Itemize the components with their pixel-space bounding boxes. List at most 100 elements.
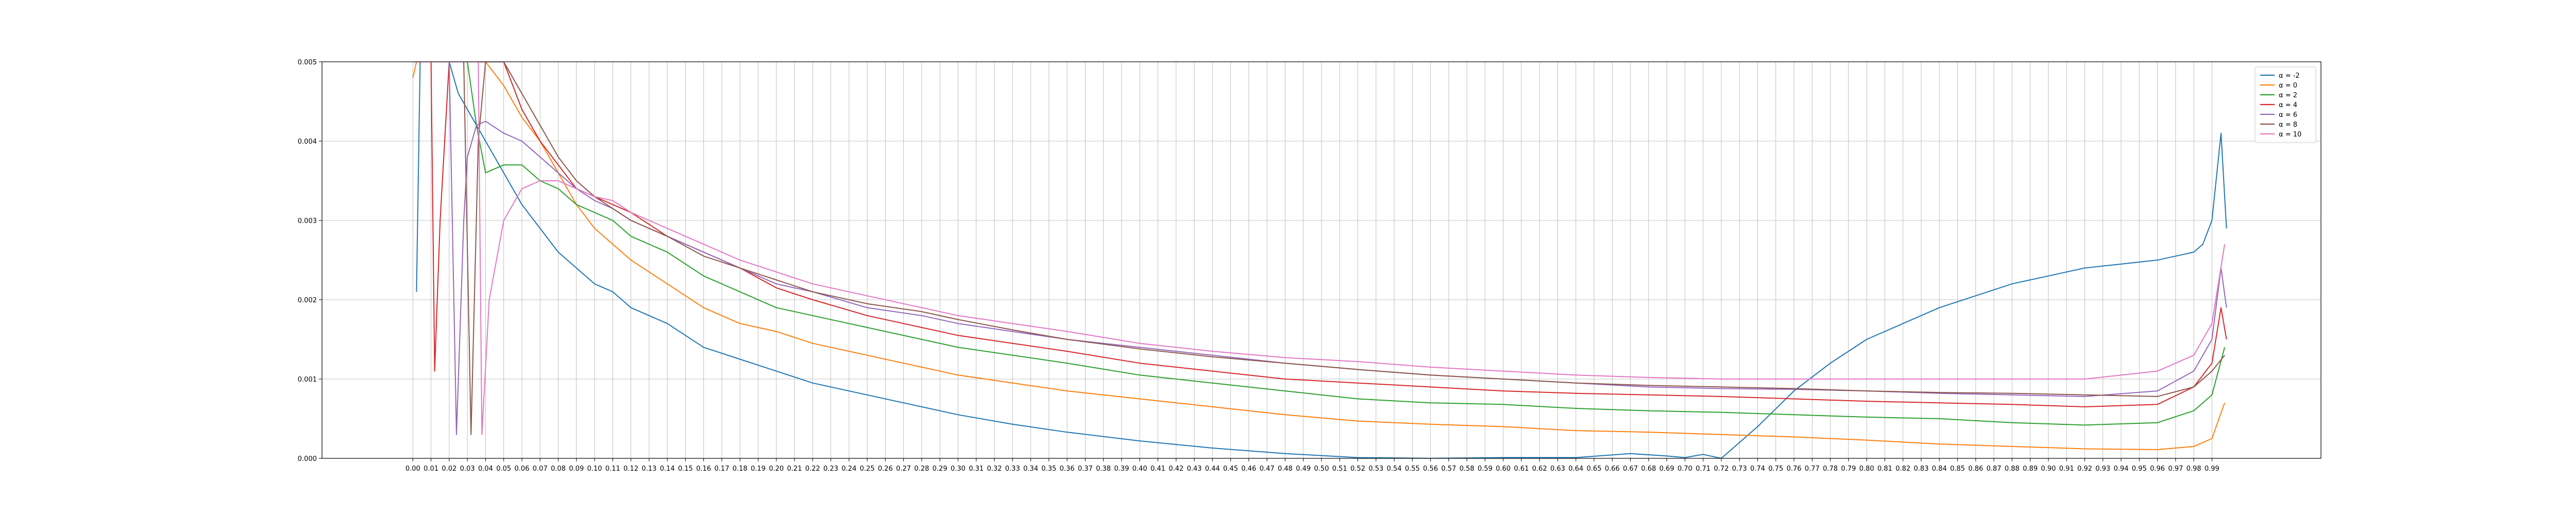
x-tick-label: 0.10 — [587, 465, 602, 473]
x-tick-label: 0.20 — [769, 465, 784, 473]
x-tick-label: 0.46 — [1241, 465, 1256, 473]
x-tick-label: 0.75 — [1768, 465, 1783, 473]
x-tick-label: 0.56 — [1423, 465, 1438, 473]
x-tick-label: 0.84 — [1932, 465, 1947, 473]
x-tick-label: 0.31 — [969, 465, 984, 473]
x-tick-label: 0.51 — [1332, 465, 1347, 473]
x-tick-label: 0.07 — [533, 465, 548, 473]
x-tick-label: 0.95 — [2132, 465, 2147, 473]
x-tick-label: 0.70 — [1677, 465, 1692, 473]
x-tick-label: 0.76 — [1787, 465, 1802, 473]
x-tick-label: 0.97 — [2168, 465, 2183, 473]
x-tick-label: 0.45 — [1223, 465, 1238, 473]
x-tick-label: 0.66 — [1605, 465, 1620, 473]
series-line-2 — [413, 62, 2226, 426]
x-tick-label: 0.13 — [641, 465, 656, 473]
x-tick-label: 0.41 — [1150, 465, 1165, 473]
x-tick-label: 0.85 — [1950, 465, 1965, 473]
x-tick-label: 0.14 — [660, 465, 675, 473]
x-tick-label: 0.88 — [2005, 465, 2020, 473]
x-tick-label: 0.90 — [2041, 465, 2056, 473]
x-tick-label: 0.12 — [623, 465, 638, 473]
x-tick-label: 0.79 — [1841, 465, 1856, 473]
x-tick-label: 0.05 — [496, 465, 511, 473]
axis-ticks: 0.00 0.01 0.02 0.03 0.04 0.05 0.06 0.07 0.08 0.09… — [298, 59, 2219, 473]
x-tick-label: 0.30 — [951, 465, 965, 473]
x-tick-label: 0.43 — [1187, 465, 1202, 473]
legend-label: α = -2 — [2279, 72, 2300, 80]
x-tick-label: 0.61 — [1514, 465, 1529, 473]
x-tick-label: 0.15 — [678, 465, 693, 473]
x-tick-label: 0.64 — [1568, 465, 1583, 473]
x-tick-label: 0.18 — [733, 465, 748, 473]
x-tick-label: 0.55 — [1405, 465, 1420, 473]
x-tick-label: 0.11 — [605, 465, 620, 473]
y-tick-label: 0.003 — [298, 217, 317, 225]
x-tick-label: 0.35 — [1041, 465, 1056, 473]
y-tick-label: 0.005 — [298, 59, 317, 66]
series-line-3 — [413, 62, 2227, 407]
x-tick-label: 0.32 — [987, 465, 1002, 473]
x-tick-label: 0.47 — [1260, 465, 1275, 473]
legend-label: α = 8 — [2279, 121, 2297, 129]
x-tick-label: 0.68 — [1641, 465, 1656, 473]
x-tick-label: 0.99 — [2205, 465, 2219, 473]
x-tick-label: 0.08 — [551, 465, 566, 473]
y-tick-label: 0.001 — [298, 376, 317, 384]
x-tick-label: 0.69 — [1659, 465, 1674, 473]
x-tick-label: 0.24 — [841, 465, 856, 473]
x-tick-label: 0.33 — [1005, 465, 1020, 473]
x-tick-label: 0.19 — [751, 465, 766, 473]
x-tick-label: 0.54 — [1387, 465, 1402, 473]
x-tick-label: 0.82 — [1895, 465, 1910, 473]
x-tick-label: 0.80 — [1859, 465, 1874, 473]
x-tick-label: 0.26 — [878, 465, 893, 473]
x-tick-label: 0.17 — [715, 465, 730, 473]
x-tick-label: 0.94 — [2114, 465, 2129, 473]
x-tick-label: 0.44 — [1205, 465, 1220, 473]
x-tick-label: 0.37 — [1078, 465, 1093, 473]
x-tick-label: 0.91 — [2059, 465, 2074, 473]
x-tick-label: 0.38 — [1096, 465, 1111, 473]
x-tick-label: 0.49 — [1296, 465, 1311, 473]
legend: α = -2 α = 0 α = 2 α = 4 α = 6 α = 8 α = 10 — [2255, 66, 2316, 143]
legend-label: α = 4 — [2279, 101, 2297, 109]
x-tick-label: 0.87 — [1987, 465, 2002, 473]
x-tick-label: 0.83 — [1914, 465, 1929, 473]
x-tick-label: 0.36 — [1060, 465, 1075, 473]
x-tick-label: 0.74 — [1750, 465, 1765, 473]
x-tick-label: 0.42 — [1168, 465, 1183, 473]
x-tick-label: 0.00 — [405, 465, 420, 473]
x-tick-label: 0.53 — [1368, 465, 1383, 473]
x-tick-label: 0.29 — [933, 465, 947, 473]
x-tick-label: 0.59 — [1478, 465, 1493, 473]
series-line-5 — [413, 62, 2225, 435]
x-tick-label: 0.89 — [2023, 465, 2038, 473]
y-tick-label: 0.002 — [298, 297, 317, 304]
x-tick-label: 0.57 — [1441, 465, 1456, 473]
x-tick-label: 0.65 — [1587, 465, 1602, 473]
x-tick-label: 0.09 — [569, 465, 584, 473]
x-tick-label: 0.77 — [1805, 465, 1820, 473]
x-tick-label: 0.60 — [1496, 465, 1511, 473]
x-tick-label: 0.16 — [696, 465, 711, 473]
x-tick-label: 0.92 — [2077, 465, 2092, 473]
x-tick-label: 0.71 — [1696, 465, 1710, 473]
y-tick-label: 0.004 — [298, 138, 317, 146]
x-tick-label: 0.04 — [478, 465, 493, 473]
x-tick-label: 0.67 — [1623, 465, 1638, 473]
x-tick-label: 0.63 — [1550, 465, 1565, 473]
x-tick-label: 0.73 — [1732, 465, 1747, 473]
x-tick-label: 0.39 — [1114, 465, 1129, 473]
series-line-0 — [416, 62, 2227, 458]
x-tick-label: 0.81 — [1877, 465, 1892, 473]
x-tick-label: 0.21 — [787, 465, 802, 473]
x-tick-label: 0.50 — [1314, 465, 1329, 473]
legend-label: α = 2 — [2279, 92, 2297, 99]
x-tick-label: 0.93 — [2095, 465, 2110, 473]
series-group — [412, 62, 2227, 458]
x-tick-label: 0.22 — [805, 465, 820, 473]
x-tick-label: 0.78 — [1823, 465, 1838, 473]
x-tick-label: 0.52 — [1350, 465, 1365, 473]
